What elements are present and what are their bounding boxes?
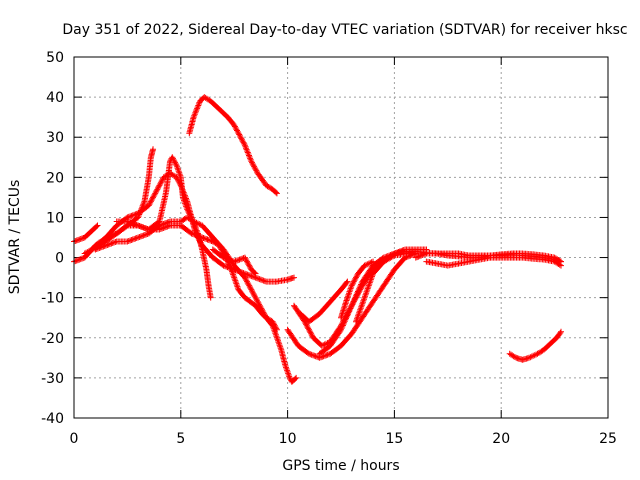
plot-frame [73, 56, 609, 419]
series-arc-8 [209, 246, 259, 277]
series-arc-17 [506, 328, 565, 363]
y-axis-label: SDTVAR / TECUs [7, 180, 23, 295]
x-tick-label: 20 [492, 431, 510, 447]
data-point-markers [113, 218, 280, 333]
y-tick-label: -10 [41, 291, 64, 307]
series-arc-11 [297, 278, 351, 325]
data-point-markers [297, 278, 351, 325]
data-point-markers [412, 250, 565, 265]
x-tick-label: 15 [385, 431, 403, 447]
y-tick-label: -20 [41, 331, 64, 347]
x-tick-label: 10 [279, 431, 297, 447]
y-tick-label: 10 [46, 210, 64, 226]
y-tick-label: 0 [55, 251, 64, 267]
series-arc-6 [113, 218, 280, 333]
x-tick-label: 5 [176, 431, 185, 447]
data-point-markers [338, 258, 377, 321]
series-arc-16 [412, 250, 565, 265]
data-point-markers [284, 250, 419, 361]
series-arc-7 [186, 94, 280, 197]
series-arc-13 [338, 258, 377, 321]
y-tick-label: 40 [46, 90, 64, 106]
y-tick-label: 30 [46, 130, 64, 146]
data-point-markers [186, 94, 280, 197]
series-arc-9 [284, 250, 419, 361]
x-tick-label: 0 [70, 431, 79, 447]
x-tick-label: 25 [599, 431, 617, 447]
x-axis-label: GPS time / hours [282, 458, 399, 474]
data-point-markers [209, 246, 259, 277]
data-point-markers [506, 328, 565, 363]
axis-ticks: -40 -30 -20 -10 0 10 20 30 40 50 0 5 10 15 20 25 [41, 50, 617, 447]
data-points [71, 94, 565, 385]
y-tick-label: -40 [41, 411, 64, 427]
y-tick-label: 50 [46, 50, 64, 66]
y-tick-label: -30 [41, 371, 64, 387]
chart-title: Day 351 of 2022, Sidereal Day-to-day VTE… [62, 22, 627, 38]
y-tick-label: 20 [46, 170, 64, 186]
